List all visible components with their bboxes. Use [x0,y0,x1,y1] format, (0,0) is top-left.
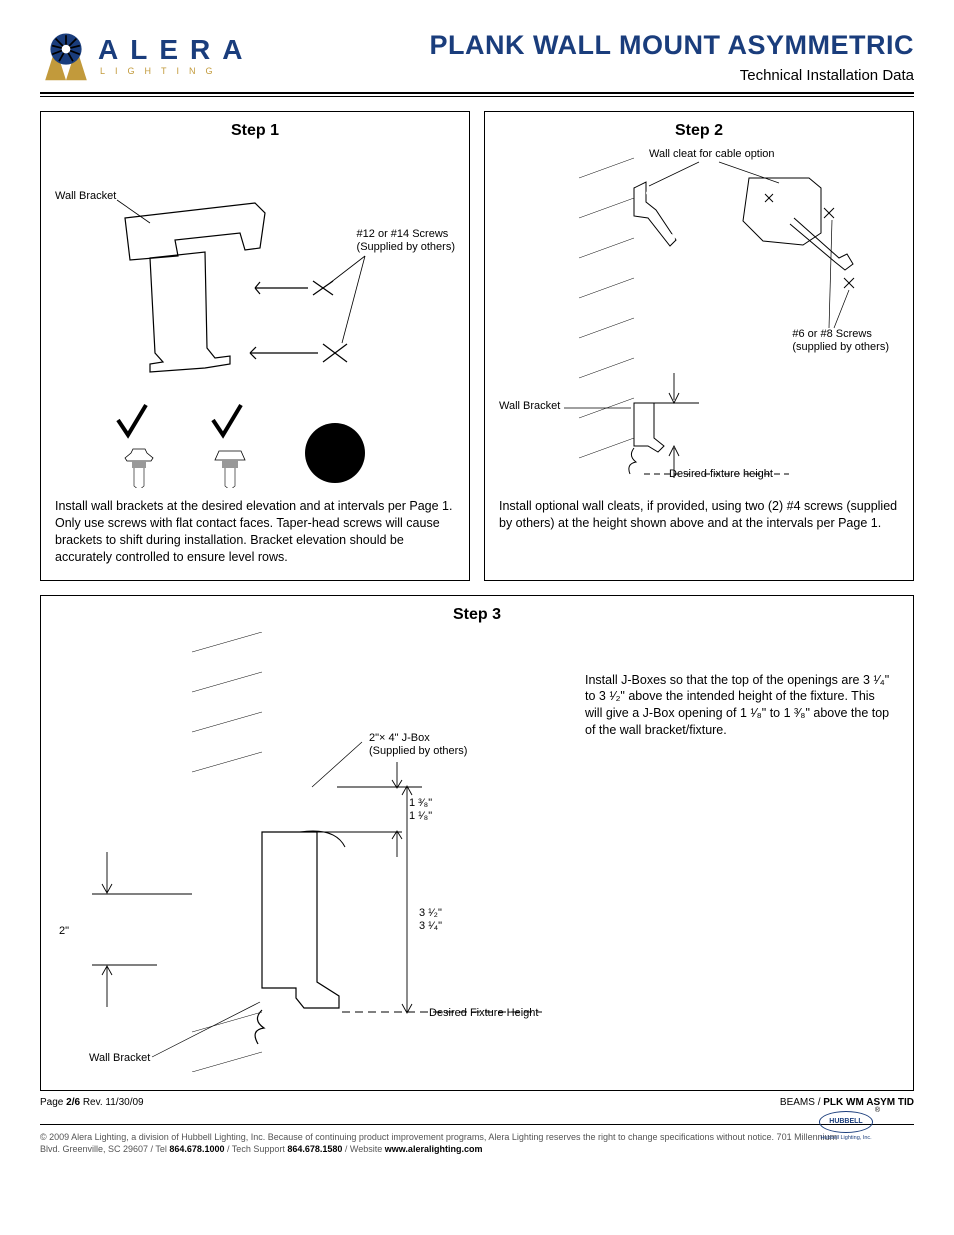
step3-svg [59,632,565,1072]
page-subtitle: Technical Installation Data [430,67,914,84]
step1-screws-label: #12 or #14 Screws (Supplied by others) [357,228,455,254]
step1-diagram: Wall Bracket #12 or #14 Screws (Supplied… [55,148,455,488]
step1-caption: Install wall brackets at the desired ele… [55,498,455,566]
header-rule-thick [40,92,914,94]
logo-name: ALERA [98,36,254,64]
step2-caption: Install optional wall cleats, if provide… [499,498,899,532]
step2-height-label: Desired fixture height [669,468,773,481]
step3-caption: Install J-Boxes so that the top of the o… [585,672,895,740]
header-rule-thin [40,96,914,97]
step2-svg [499,148,899,488]
step1-bracket-label: Wall Bracket [55,190,116,203]
step3-span-label: 3 ¹⁄₂" 3 ¹⁄₄" [419,907,442,933]
page-number: Page 2/6 Rev. 11/30/09 [40,1097,144,1108]
alera-sunburst-icon [40,30,92,82]
step2-cleat-label: Wall cleat for cable option [649,148,775,161]
step3-jbox-label: 2"× 4" J-Box (Supplied by others) [369,732,467,758]
step3-bracket-label: Wall Bracket [89,1052,150,1065]
step3-diagram: 2"× 4" J-Box (Supplied by others) 1 ³⁄₈"… [59,632,565,1072]
step3-top-label: 1 ³⁄₈" 1 ¹⁄₈" [409,797,432,823]
page-footer-row: Page 2/6 Rev. 11/30/09 BEAMS / PLK WM AS… [40,1097,914,1108]
step3-height-label: Desired Fixture Height [429,1007,538,1020]
step2-bracket-label: Wall Bracket [499,400,560,413]
step2-panel: Step 2 Wall cleat for cable option #6 or… [484,111,914,581]
step2-diagram: Wall cleat for cable option #6 or #8 Scr… [499,148,899,488]
step3-panel: Step 3 2"× 4" J-Box (Supplied by others)… [40,595,914,1091]
step1-panel: Step 1 Wall Bracket #12 or #14 Screws (S… [40,111,470,581]
page-header: ALERA LIGHTING PLANK WALL MOUNT ASYMMETR… [40,30,914,84]
logo-subtitle: LIGHTING [100,66,254,76]
step2-screws-label: #6 or #8 Screws (supplied by others) [792,328,889,354]
step3-left-label: 2" [59,925,69,938]
legal-text: © 2009 Alera Lighting, a division of Hub… [40,1131,844,1155]
page-title: PLANK WALL MOUNT ASYMMETRIC [430,30,914,61]
step3-title: Step 3 [59,606,895,624]
step1-title: Step 1 [55,122,455,140]
hubbell-oval: HUBBELL [819,1111,873,1133]
hubbell-sub: Hubbell Lighting, Inc. [818,1135,874,1141]
doc-code: BEAMS / PLK WM ASYM TID [780,1097,914,1108]
footer-rule [40,1124,914,1125]
step2-title: Step 2 [499,122,899,140]
logo: ALERA LIGHTING [40,30,254,82]
hubbell-logo: ® HUBBELL Hubbell Lighting, Inc. [818,1111,874,1141]
